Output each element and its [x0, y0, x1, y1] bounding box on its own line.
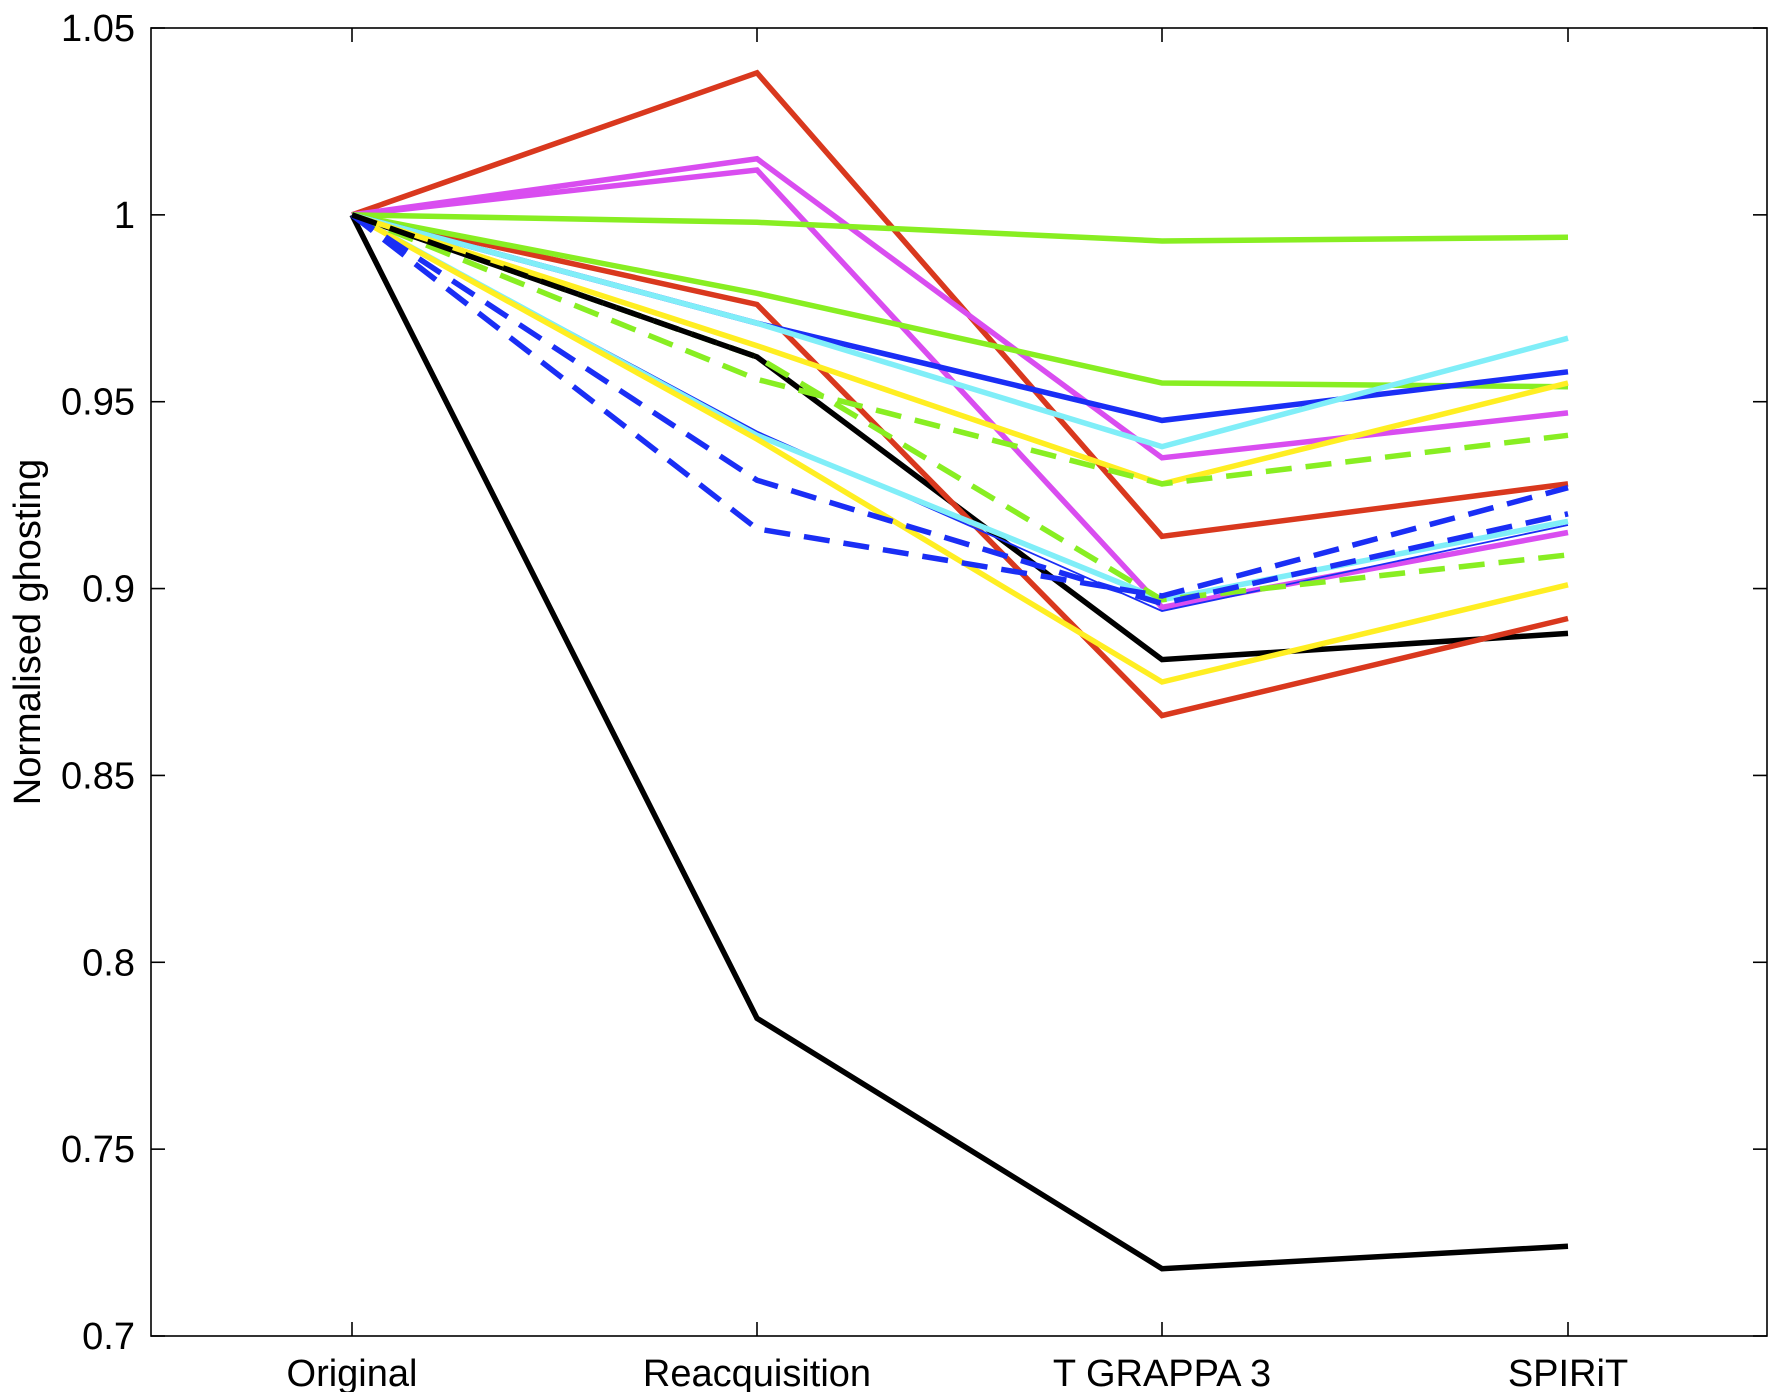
series-line-cyan-1 — [351, 212, 1569, 450]
series-line-yellow-1 — [351, 212, 1569, 487]
y-tick-label: 0.9 — [82, 569, 135, 611]
y-tick-label: 1 — [114, 195, 135, 237]
series-line-black-dashed-1 — [351, 212, 758, 360]
x-tick-label: Reacquisition — [643, 1353, 871, 1392]
series-line-red-1 — [351, 69, 1569, 540]
x-tick-label: T GRAPPA 3 — [1053, 1353, 1271, 1392]
y-tick-label: 0.7 — [82, 1316, 135, 1358]
y-tick-label: 0.75 — [61, 1129, 135, 1171]
series-line-green-dashed-1 — [350, 212, 1569, 487]
series-layer — [349, 69, 1569, 1272]
y-tick-label: 1.05 — [61, 8, 135, 50]
series-line-blue-dashed-1 — [350, 212, 1569, 607]
x-tick-label: SPIRiT — [1508, 1353, 1628, 1392]
tick-layer: 0.7 0.75 0.8 0.85 0.9 0.95 1 1.05 Original Reacqu… — [61, 8, 1767, 1392]
series-line-green-2 — [351, 212, 1569, 390]
series-line-green-1 — [351, 212, 1569, 244]
series-line-black-solid-1 — [349, 213, 1569, 1272]
plot-frame — [150, 27, 1768, 1337]
series-line-yellow-2 — [350, 212, 1569, 685]
series-line-magenta-2 — [351, 167, 1569, 611]
y-tick-label: 0.85 — [61, 755, 135, 797]
series-line-red-2 — [351, 212, 1569, 719]
y-tick-label: 0.95 — [61, 382, 135, 424]
y-tick-label: 0.8 — [82, 942, 135, 984]
series-line-blue-dashed-2 — [350, 212, 1569, 599]
x-tick-label: Original — [287, 1353, 418, 1392]
y-axis-label: Normalised ghosting — [7, 459, 49, 805]
